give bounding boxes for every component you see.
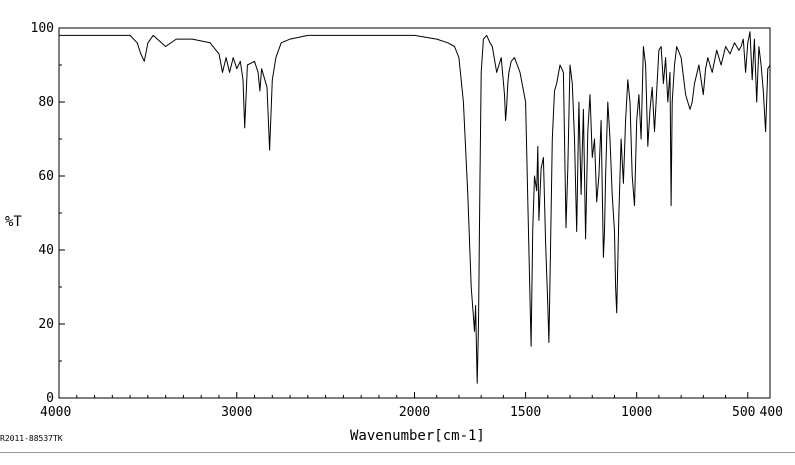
bottom-rule [0, 452, 795, 453]
y-tick-label: 100 [31, 21, 54, 36]
x-tick-label: 3000 [221, 405, 252, 420]
series-layer [59, 31, 771, 384]
y-tick-label: 40 [38, 243, 54, 258]
x-axis-label: Wavenumber[cm-1] [350, 428, 485, 444]
y-tick-label: 80 [38, 95, 54, 110]
x-axis-ticks: 4000 3000 2000 1500 1000 500 400 [40, 392, 783, 420]
y-axis-label: %T [5, 214, 22, 230]
y-tick-label: 20 [38, 317, 54, 332]
x-tick-label: 2000 [399, 405, 430, 420]
sample-code-label: R2011-88537TK [0, 434, 63, 443]
x-tick-label: 500 [732, 405, 755, 420]
x-tick-label: 400 [760, 405, 783, 420]
spectrum-line [59, 31, 771, 384]
y-tick-label: 0 [46, 391, 54, 406]
x-tick-label: 1000 [621, 405, 652, 420]
y-tick-label: 60 [38, 169, 54, 184]
x-tick-label: 4000 [40, 405, 71, 420]
y-axis-ticks: 0 20 40 60 80 100 [31, 21, 65, 406]
x-tick-label: 1500 [510, 405, 541, 420]
